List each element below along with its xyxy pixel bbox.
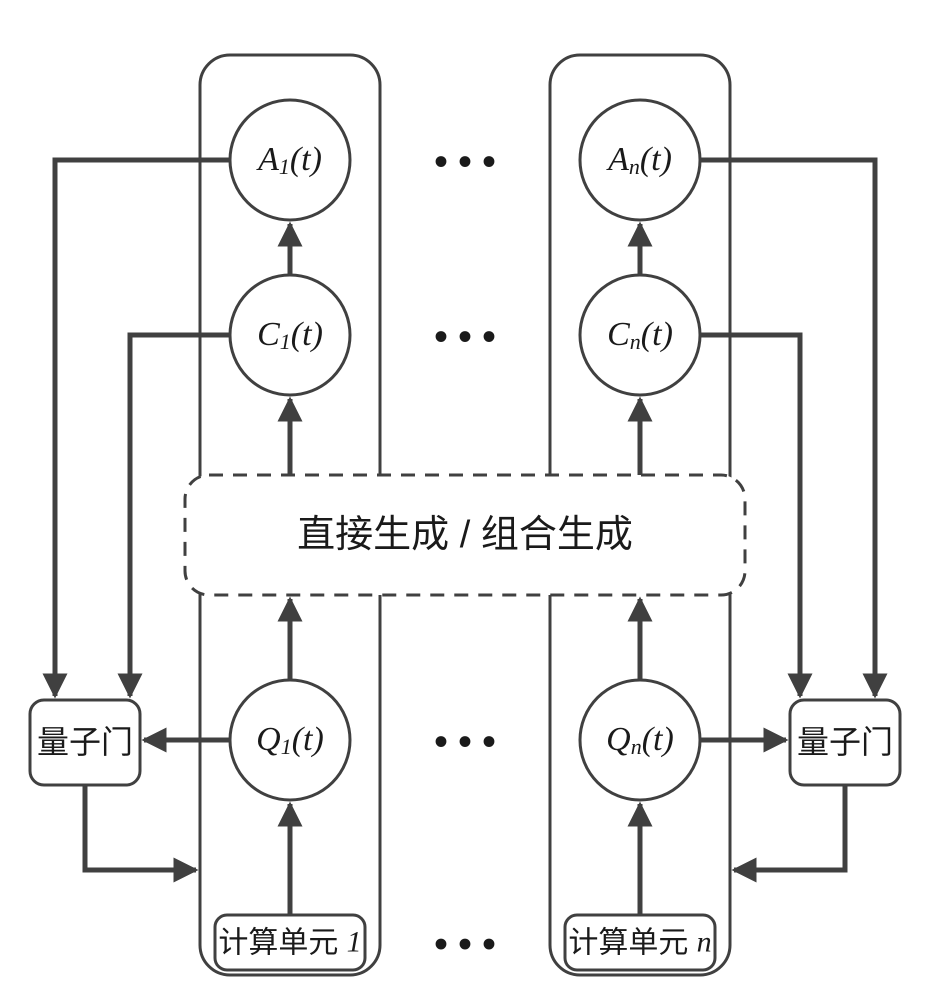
edge	[85, 785, 196, 870]
dots-row-unit: • • •	[434, 922, 496, 967]
A1-label: A1(t)	[256, 141, 322, 179]
diagram-canvas: 直接生成 / 组合生成量子门量子门A1(t)An(t)C1(t)Cn(t)Q1(…	[0, 0, 933, 1000]
generator-label: 直接生成 / 组合生成	[297, 514, 633, 556]
An-label: An(t)	[606, 141, 672, 179]
Cn-label: Cn(t)	[607, 316, 673, 354]
edge	[734, 785, 845, 870]
quantum-gate-left-label: 量子门	[37, 724, 133, 760]
compute-unit-1-label: 计算单元 1	[218, 925, 361, 959]
C1-label: C1(t)	[257, 316, 323, 354]
edge	[700, 160, 875, 696]
dots-row-C: • • •	[434, 314, 496, 359]
compute-unit-n-label: 计算单元 n	[568, 925, 711, 959]
quantum-gate-right-label: 量子门	[797, 724, 893, 760]
dots-row-A: • • •	[434, 139, 496, 184]
dots-row-Q: • • •	[434, 719, 496, 764]
edge	[55, 160, 230, 696]
